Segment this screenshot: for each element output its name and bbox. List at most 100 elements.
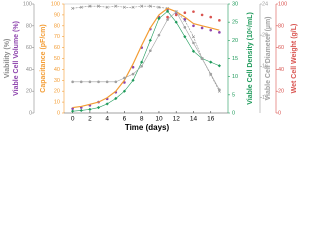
data-point — [183, 26, 187, 29]
y-tick-label: 80 — [26, 23, 32, 29]
chart: Time (days) 0204060801000102030405060708… — [4, 1, 298, 132]
data-point — [97, 80, 100, 84]
y-tick-label: 20 — [232, 38, 238, 44]
data-point — [166, 18, 169, 21]
y-tick-label: 0 — [29, 110, 32, 116]
x-tick-label: 16 — [207, 116, 215, 123]
data-point — [149, 49, 152, 53]
data-point — [105, 102, 109, 106]
y-tick-label: 40 — [26, 67, 32, 73]
y-tick-label: 40 — [54, 67, 60, 73]
axis-title: Wet Cell Weight (g/L) — [291, 24, 298, 94]
y-tick-label: 90 — [54, 12, 60, 18]
x-axis-title: Time (days) — [125, 123, 170, 132]
y-tick-label: 20 — [262, 33, 268, 39]
data-point — [200, 57, 204, 60]
data-point — [192, 41, 195, 45]
x-tick-label: 8 — [140, 116, 144, 123]
y-tick-label: 0 — [57, 110, 60, 116]
data-point — [157, 16, 161, 21]
series-line — [72, 5, 220, 92]
y-tick-label: 20 — [278, 89, 284, 95]
axis-title: Viable Cell Volume (%) — [13, 21, 20, 96]
data-point — [71, 109, 75, 113]
y-tick-label: 0 — [278, 110, 281, 116]
y-tick-label: 40 — [278, 67, 284, 73]
y-tick-label: 80 — [278, 23, 284, 29]
x-tick-label: 4 — [105, 116, 109, 123]
data-point — [183, 17, 187, 21]
data-point — [157, 5, 161, 9]
data-point — [79, 80, 83, 84]
y-tick-label: 60 — [26, 45, 32, 51]
data-point — [131, 65, 135, 69]
data-point — [157, 33, 161, 37]
data-point — [131, 5, 135, 9]
data-point — [183, 11, 187, 15]
y-tick-label: 20 — [26, 89, 32, 95]
data-point — [140, 60, 144, 64]
data-point — [192, 10, 195, 13]
data-point — [79, 108, 83, 113]
data-point — [209, 72, 213, 76]
y-tick-label: 24 — [262, 1, 268, 7]
data-point — [217, 64, 221, 68]
data-point — [174, 10, 178, 14]
data-point — [140, 4, 144, 8]
data-point — [114, 96, 118, 101]
data-point — [209, 60, 213, 64]
series-line — [72, 10, 220, 112]
data-point — [183, 35, 187, 39]
data-point — [200, 26, 204, 30]
data-point — [88, 107, 92, 111]
data-point — [191, 35, 195, 39]
data-point — [71, 80, 74, 84]
data-point — [165, 9, 170, 13]
data-point — [148, 4, 152, 8]
y-tick-label: 100 — [23, 1, 32, 7]
data-point — [166, 15, 169, 19]
y-tick-label: 10 — [232, 74, 238, 80]
x-tick-label: 14 — [190, 116, 198, 123]
data-point — [122, 89, 127, 93]
data-point — [88, 4, 92, 8]
y-tick-label: 30 — [54, 78, 60, 84]
data-point — [218, 31, 221, 34]
x-tick-label: 6 — [123, 116, 127, 123]
data-point — [114, 80, 118, 84]
y-tick-label: 60 — [54, 45, 60, 51]
data-point — [122, 5, 126, 9]
x-tick-label: 0 — [71, 116, 75, 123]
data-point — [192, 24, 195, 28]
y-tick-label: 80 — [54, 23, 60, 29]
axis-title: Viable Cell Density (10⁶/mL) — [247, 12, 254, 105]
data-point — [174, 20, 178, 24]
x-tick-label: 10 — [155, 116, 163, 123]
y-tick-label: 0 — [232, 110, 235, 116]
data-point — [88, 80, 92, 84]
y-tick-label: 5 — [232, 92, 235, 98]
y-tick-label: 100 — [51, 1, 60, 7]
data-point — [218, 88, 221, 91]
data-point — [79, 5, 83, 9]
y-tick-label: 30 — [232, 1, 238, 7]
y-tick-label: 10 — [54, 100, 60, 106]
data-point — [209, 28, 213, 32]
x-tick-label: 12 — [173, 116, 181, 123]
axis-title: Capacitance (pF/cm) — [40, 24, 47, 92]
data-point — [97, 4, 101, 8]
data-point — [200, 13, 204, 17]
data-point — [114, 4, 118, 8]
data-point — [140, 64, 143, 68]
y-tick-label: 12 — [262, 95, 268, 101]
y-tick-label: 20 — [54, 89, 60, 95]
data-point — [218, 19, 221, 22]
series-line — [72, 11, 220, 90]
y-tick-label: 16 — [262, 64, 268, 70]
data-point — [131, 72, 135, 76]
y-tick-label: 100 — [278, 1, 287, 7]
y-tick-label: 15 — [232, 56, 238, 62]
data-point — [123, 76, 126, 80]
y-tick-label: 25 — [232, 20, 238, 26]
data-point — [105, 5, 109, 9]
